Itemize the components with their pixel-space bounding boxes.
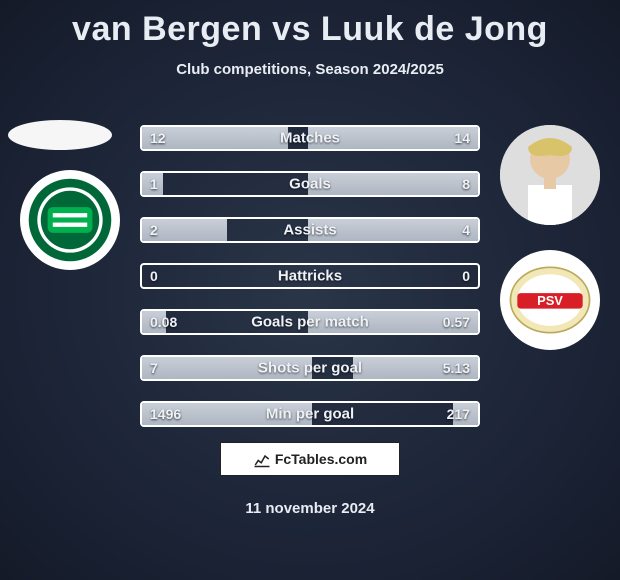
stat-label: Goals per match <box>251 314 369 331</box>
stat-row: 0 0 Hattricks <box>140 263 480 289</box>
stat-right-value: 0 <box>462 268 470 284</box>
stat-right-value: 4 <box>462 222 470 238</box>
chart-icon <box>253 450 271 468</box>
stat-label: Matches <box>280 130 340 147</box>
footer-logo-text: FcTables.com <box>275 451 367 467</box>
left-club-crest <box>20 170 120 270</box>
stat-left-value: 12 <box>150 130 166 146</box>
stat-left-value: 2 <box>150 222 158 238</box>
stat-right-value: 14 <box>454 130 470 146</box>
stat-label: Assists <box>283 222 336 239</box>
stat-right-fill <box>308 173 478 195</box>
right-player-avatar <box>500 125 600 225</box>
footer-date: 11 november 2024 <box>245 500 374 517</box>
stat-row: 2 4 Assists <box>140 217 480 243</box>
stat-right-value: 8 <box>462 176 470 192</box>
stat-label: Min per goal <box>266 406 354 423</box>
page-title: van Bergen vs Luuk de Jong <box>0 0 620 49</box>
stat-left-value: 0 <box>150 268 158 284</box>
right-club-crest: PSV <box>500 250 600 350</box>
stat-bars: 12 14 Matches 1 8 Goals 2 4 Assists 0 0 Hattricks 0.… <box>140 125 480 447</box>
stat-row: 12 14 Matches <box>140 125 480 151</box>
stat-left-value: 1 <box>150 176 158 192</box>
page-subtitle: Club competitions, Season 2024/2025 <box>0 61 620 78</box>
stat-left-value: 7 <box>150 360 158 376</box>
stat-row: 1 8 Goals <box>140 171 480 197</box>
stat-left-value: 0.08 <box>150 314 177 330</box>
stat-right-value: 5.13 <box>443 360 470 376</box>
stat-left-value: 1496 <box>150 406 181 422</box>
left-player-avatar <box>8 120 112 150</box>
stat-label: Goals <box>289 176 331 193</box>
stat-row: 1496 217 Min per goal <box>140 401 480 427</box>
svg-text:PSV: PSV <box>537 293 563 308</box>
stat-right-value: 0.57 <box>443 314 470 330</box>
stat-right-value: 217 <box>447 406 470 422</box>
footer-logo: FcTables.com <box>220 442 400 476</box>
stat-label: Hattricks <box>278 268 342 285</box>
stat-row: 0.08 0.57 Goals per match <box>140 309 480 335</box>
stat-label: Shots per goal <box>258 360 362 377</box>
stat-row: 7 5.13 Shots per goal <box>140 355 480 381</box>
